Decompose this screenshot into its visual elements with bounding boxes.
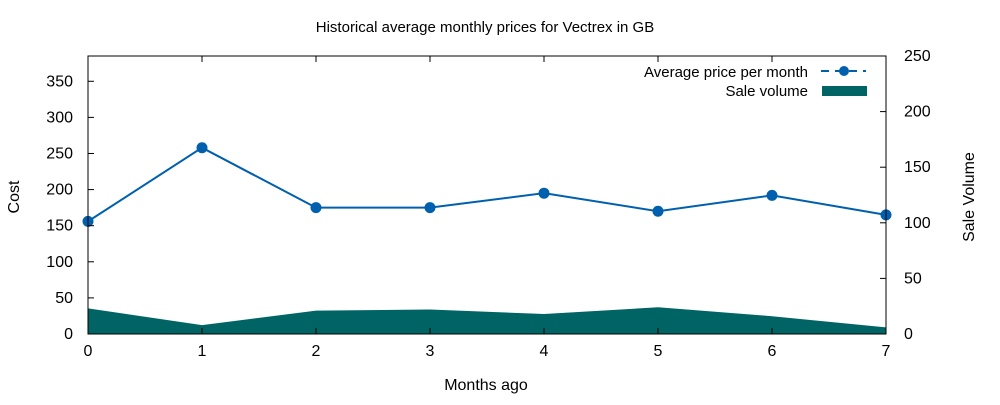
y-tick-label: 250 (46, 145, 73, 162)
price-point (538, 187, 550, 199)
y2-tick-label: 50 (904, 270, 922, 287)
x-axis-title: Months ago (444, 377, 528, 394)
chart-title: Historical average monthly prices for Ve… (316, 19, 654, 36)
x-tick-label: 6 (768, 343, 777, 360)
y2-tick-label: 250 (904, 48, 931, 65)
y-tick-label: 0 (64, 326, 73, 343)
line-layer (82, 142, 892, 227)
y-tick-label: 50 (55, 290, 73, 307)
area-layer (88, 307, 886, 334)
y-axis-title: Cost (6, 180, 23, 213)
y2-axis-title: Sale Volume (961, 152, 978, 242)
y-tick-label: 350 (46, 73, 73, 90)
sale-volume-area (88, 307, 886, 334)
legend: Average price per month Sale volume (644, 64, 867, 100)
x-tick-label: 7 (882, 343, 891, 360)
price-point (310, 202, 322, 214)
x-tick-label: 1 (198, 343, 207, 360)
price-point (424, 202, 436, 214)
x-tick-label: 5 (654, 343, 663, 360)
plot-border (87, 55, 887, 335)
legend-marker-swatch (839, 66, 849, 76)
x-tick-label: 2 (312, 343, 321, 360)
price-point (196, 142, 208, 154)
y-tick-label: 200 (46, 182, 73, 199)
legend-label-price: Average price per month (644, 64, 808, 81)
y-tick-label: 100 (46, 254, 73, 271)
y-tick-label: 150 (46, 218, 73, 235)
axes-frame (87, 55, 887, 335)
price-line (87, 146, 887, 223)
tick-layer: 0 1 2 3 4 5 6 705010015020025030035005010015020… (46, 48, 931, 360)
y-tick-label: 300 (46, 109, 73, 126)
y2-tick-label: 0 (904, 326, 913, 343)
x-tick-label: 3 (426, 343, 435, 360)
y2-tick-label: 200 (904, 104, 931, 121)
price-point (652, 205, 664, 217)
legend-label-volume: Sale volume (725, 83, 808, 100)
y2-tick-label: 100 (904, 215, 931, 232)
y2-tick-label: 150 (904, 159, 931, 176)
x-tick-label: 0 (84, 343, 93, 360)
legend-area-swatch (822, 86, 867, 96)
x-tick-label: 4 (540, 343, 549, 360)
price-point (766, 189, 778, 201)
